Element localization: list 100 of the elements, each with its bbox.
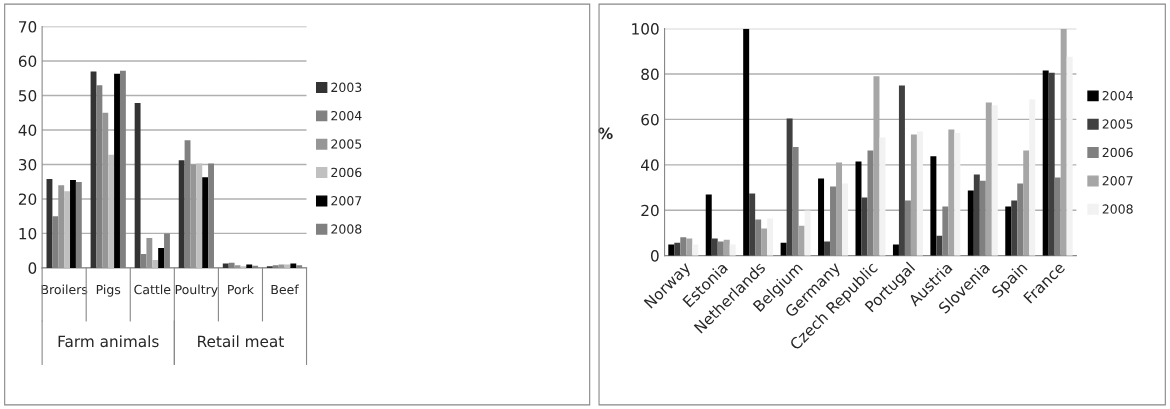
bar [867,150,874,256]
legend-label: 2008 [331,224,362,234]
y-tick-label: 0 [650,250,659,262]
bar [786,118,793,256]
bar [1066,56,1073,256]
bar [284,264,291,268]
bar [1042,70,1049,256]
bar [680,237,687,256]
bar [723,239,730,256]
bar [916,131,923,256]
bar [134,103,141,268]
bar [824,241,831,256]
bar [1011,200,1018,256]
bar [898,85,905,256]
x-tick-label: Broilers [41,284,88,295]
bar [1017,183,1024,256]
y-tick-label: 100 [632,23,659,35]
bar [1054,177,1061,256]
y-tick-label: 30 [18,158,37,171]
y-tick-label: 20 [641,204,659,217]
bar [755,219,762,256]
bar [861,197,868,256]
bar [818,178,825,256]
bar [692,244,699,256]
bar [108,154,115,268]
bar [798,225,805,256]
bar [222,263,229,268]
x-tick-label: Beef [271,284,299,295]
bar [674,242,681,256]
bar [804,210,811,256]
bar [146,237,153,268]
bar [743,28,750,256]
bar [930,156,937,256]
y-tick-label: 50 [19,90,37,102]
bar [58,185,65,268]
bar [780,242,787,256]
y-tick-label: 40 [18,124,37,137]
bar [152,259,159,268]
bar [1029,99,1036,256]
y-tick-label: 70 [19,21,37,33]
bar [711,238,718,256]
bar [668,244,675,256]
legend-label: 2007 [1102,176,1133,186]
text: Farm animals [58,335,159,348]
y-tick-label: 60 [641,113,659,126]
bar [1048,72,1055,256]
bar [729,244,736,256]
y-tick-label: 60 [18,55,37,68]
x-tick-label: Pork [228,284,254,295]
bar [234,265,241,268]
x-tick-label: Poultry [175,284,218,297]
bar [904,200,911,256]
bar [842,183,849,256]
legend-label: 2006 [331,167,362,178]
bar [942,206,949,256]
bar [70,179,76,268]
legend-label: 2003 [331,82,362,93]
bar [178,160,185,268]
bar [202,177,209,268]
bar [991,105,998,256]
bar [246,264,253,268]
bar [954,133,961,256]
bar [278,264,285,268]
bar [936,235,943,256]
bar [761,228,768,256]
bar [1005,206,1012,256]
bar [767,218,774,256]
legend-label: 2007 [331,196,362,206]
legend-label: 2004 [331,110,362,121]
bar [64,191,71,268]
bar [705,194,712,256]
bar [190,164,197,268]
bar [686,238,693,256]
legend-label: 2006 [1102,147,1133,158]
legend-label: 2005 [331,139,362,149]
bar [892,244,899,256]
bar [792,147,799,256]
legend-label: 2008 [1102,204,1133,214]
bar [196,163,203,268]
legend-label: 2004 [1102,90,1133,101]
y-tick-label: 10 [19,227,37,240]
text: Retail meat [198,335,284,348]
bar [290,263,297,268]
bar [973,174,980,256]
y-tick-label: 0 [28,262,37,274]
bar [967,190,974,256]
bar [749,193,756,256]
bar [102,112,109,268]
y-tick-label: 40 [641,159,659,171]
x-tick-label: Cattle [134,284,171,295]
bar [717,241,724,256]
y-axis-title: % [598,127,613,140]
bar [830,186,837,256]
y-tick-label: 20 [18,193,37,205]
bar [979,180,986,256]
legend-label: 2005 [1102,119,1133,129]
x-tick-label: Pigs [96,284,121,297]
y-tick-label: 80 [641,68,659,81]
bar [879,137,886,256]
bar [114,73,120,268]
